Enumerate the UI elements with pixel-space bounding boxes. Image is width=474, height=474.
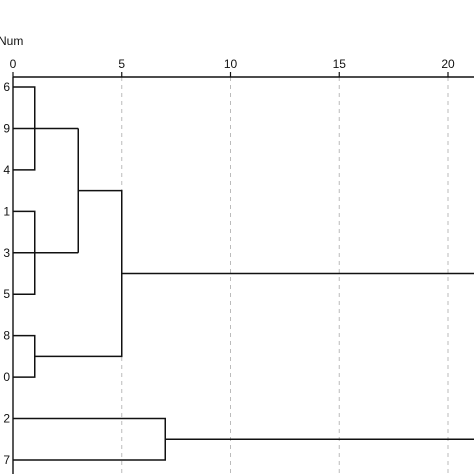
dendrogram-links <box>13 86 474 461</box>
leaf-label-6: 6 <box>3 80 10 94</box>
leaf-labels: 6 9 4 1 3 5 8 0 2 7 <box>3 80 10 467</box>
leaf-label-9: 9 <box>3 121 10 135</box>
leaf-label-4: 4 <box>3 163 10 177</box>
leaf-label-7: 7 <box>3 453 10 467</box>
axis-title: Num <box>0 34 23 48</box>
leaf-label-5: 5 <box>3 287 10 301</box>
x-tick-label-20: 20 <box>441 57 455 71</box>
merge-link-7 <box>13 417 166 461</box>
x-tick-label-10: 10 <box>224 57 238 71</box>
grid-lines <box>121 77 449 474</box>
leaf-label-2: 2 <box>3 412 10 426</box>
x-tick-label-15: 15 <box>333 57 347 71</box>
x-axis: 0 5 10 15 20 <box>10 57 474 474</box>
leaf-label-1: 1 <box>3 204 10 218</box>
leaf-label-3: 3 <box>3 246 10 260</box>
x-tick-label-5: 5 <box>118 57 125 71</box>
merge-link-2 <box>13 334 36 378</box>
leaf-label-8: 8 <box>3 329 10 343</box>
leaf-label-0: 0 <box>3 370 10 384</box>
x-tick-label-0: 0 <box>10 57 17 71</box>
